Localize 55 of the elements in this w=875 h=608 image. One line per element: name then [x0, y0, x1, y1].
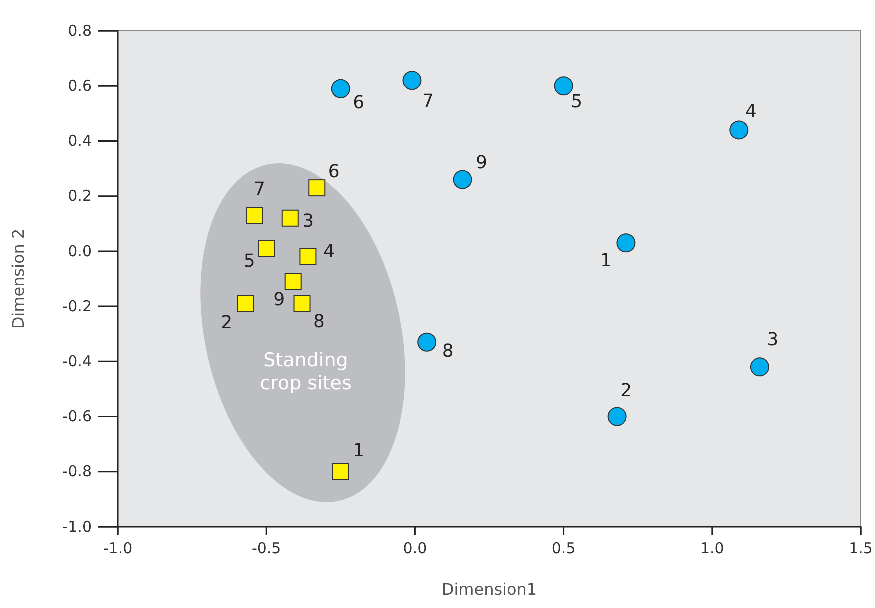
y-tick-label: 0.8 [68, 22, 92, 40]
y-tick-label: -0.6 [62, 408, 92, 426]
annotation: 9 [476, 152, 488, 174]
point [332, 463, 350, 480]
point [258, 240, 276, 258]
point [331, 79, 350, 98]
y-tick-label: 0.6 [68, 76, 92, 95]
annotation: 7 [254, 179, 266, 200]
y-axis-title: Dimension 2 [9, 228, 28, 330]
annotation: 7 [422, 91, 434, 112]
point [308, 180, 326, 197]
annotation: 6 [328, 162, 340, 183]
annotation: 4 [745, 102, 757, 123]
point [294, 295, 311, 312]
point [453, 170, 472, 190]
annotation: 3 [302, 210, 314, 232]
y-tick-label: -0.4 [62, 352, 92, 370]
point [282, 210, 299, 227]
x-tick-label: 0.0 [403, 540, 428, 558]
point [402, 71, 422, 90]
annotation: 2 [221, 312, 233, 334]
y-tick-label: 0.4 [68, 132, 92, 150]
point [418, 332, 437, 352]
point [554, 76, 574, 96]
x-tick-label: 1.5 [849, 540, 873, 558]
annotation: 6 [353, 92, 365, 114]
point [608, 407, 627, 426]
annotation: 5 [571, 92, 583, 113]
annotation: 4 [323, 241, 335, 262]
point [300, 248, 317, 266]
x-tick-label: 1.0 [700, 540, 724, 558]
annotation: 2 [620, 380, 632, 402]
point [237, 295, 254, 312]
point [616, 234, 636, 253]
x-tick-label: 0.5 [552, 540, 576, 558]
annotation: 3 [767, 330, 779, 351]
y-tick-label: -1.0 [62, 518, 92, 536]
point [284, 273, 302, 290]
annotation: 8 [442, 340, 454, 362]
y-tick-label: 0.0 [68, 242, 92, 260]
annotation: 1 [600, 250, 612, 272]
annotation: 5 [244, 251, 256, 272]
x-tick-label: -1.0 [103, 540, 133, 558]
annotation: 9 [274, 289, 286, 310]
point [730, 120, 749, 140]
point [246, 207, 264, 224]
x-tick-label: -0.5 [252, 540, 282, 558]
x-axis-title: Dimension1 [442, 580, 538, 599]
annotation: Standing crop sites [260, 350, 352, 394]
annotation: 1 [353, 440, 365, 462]
y-tick-label: -0.2 [62, 297, 92, 316]
annotation: 8 [314, 311, 325, 332]
point [750, 358, 770, 377]
y-tick-label: -0.8 [62, 462, 92, 481]
y-tick-label: 0.2 [68, 187, 92, 206]
